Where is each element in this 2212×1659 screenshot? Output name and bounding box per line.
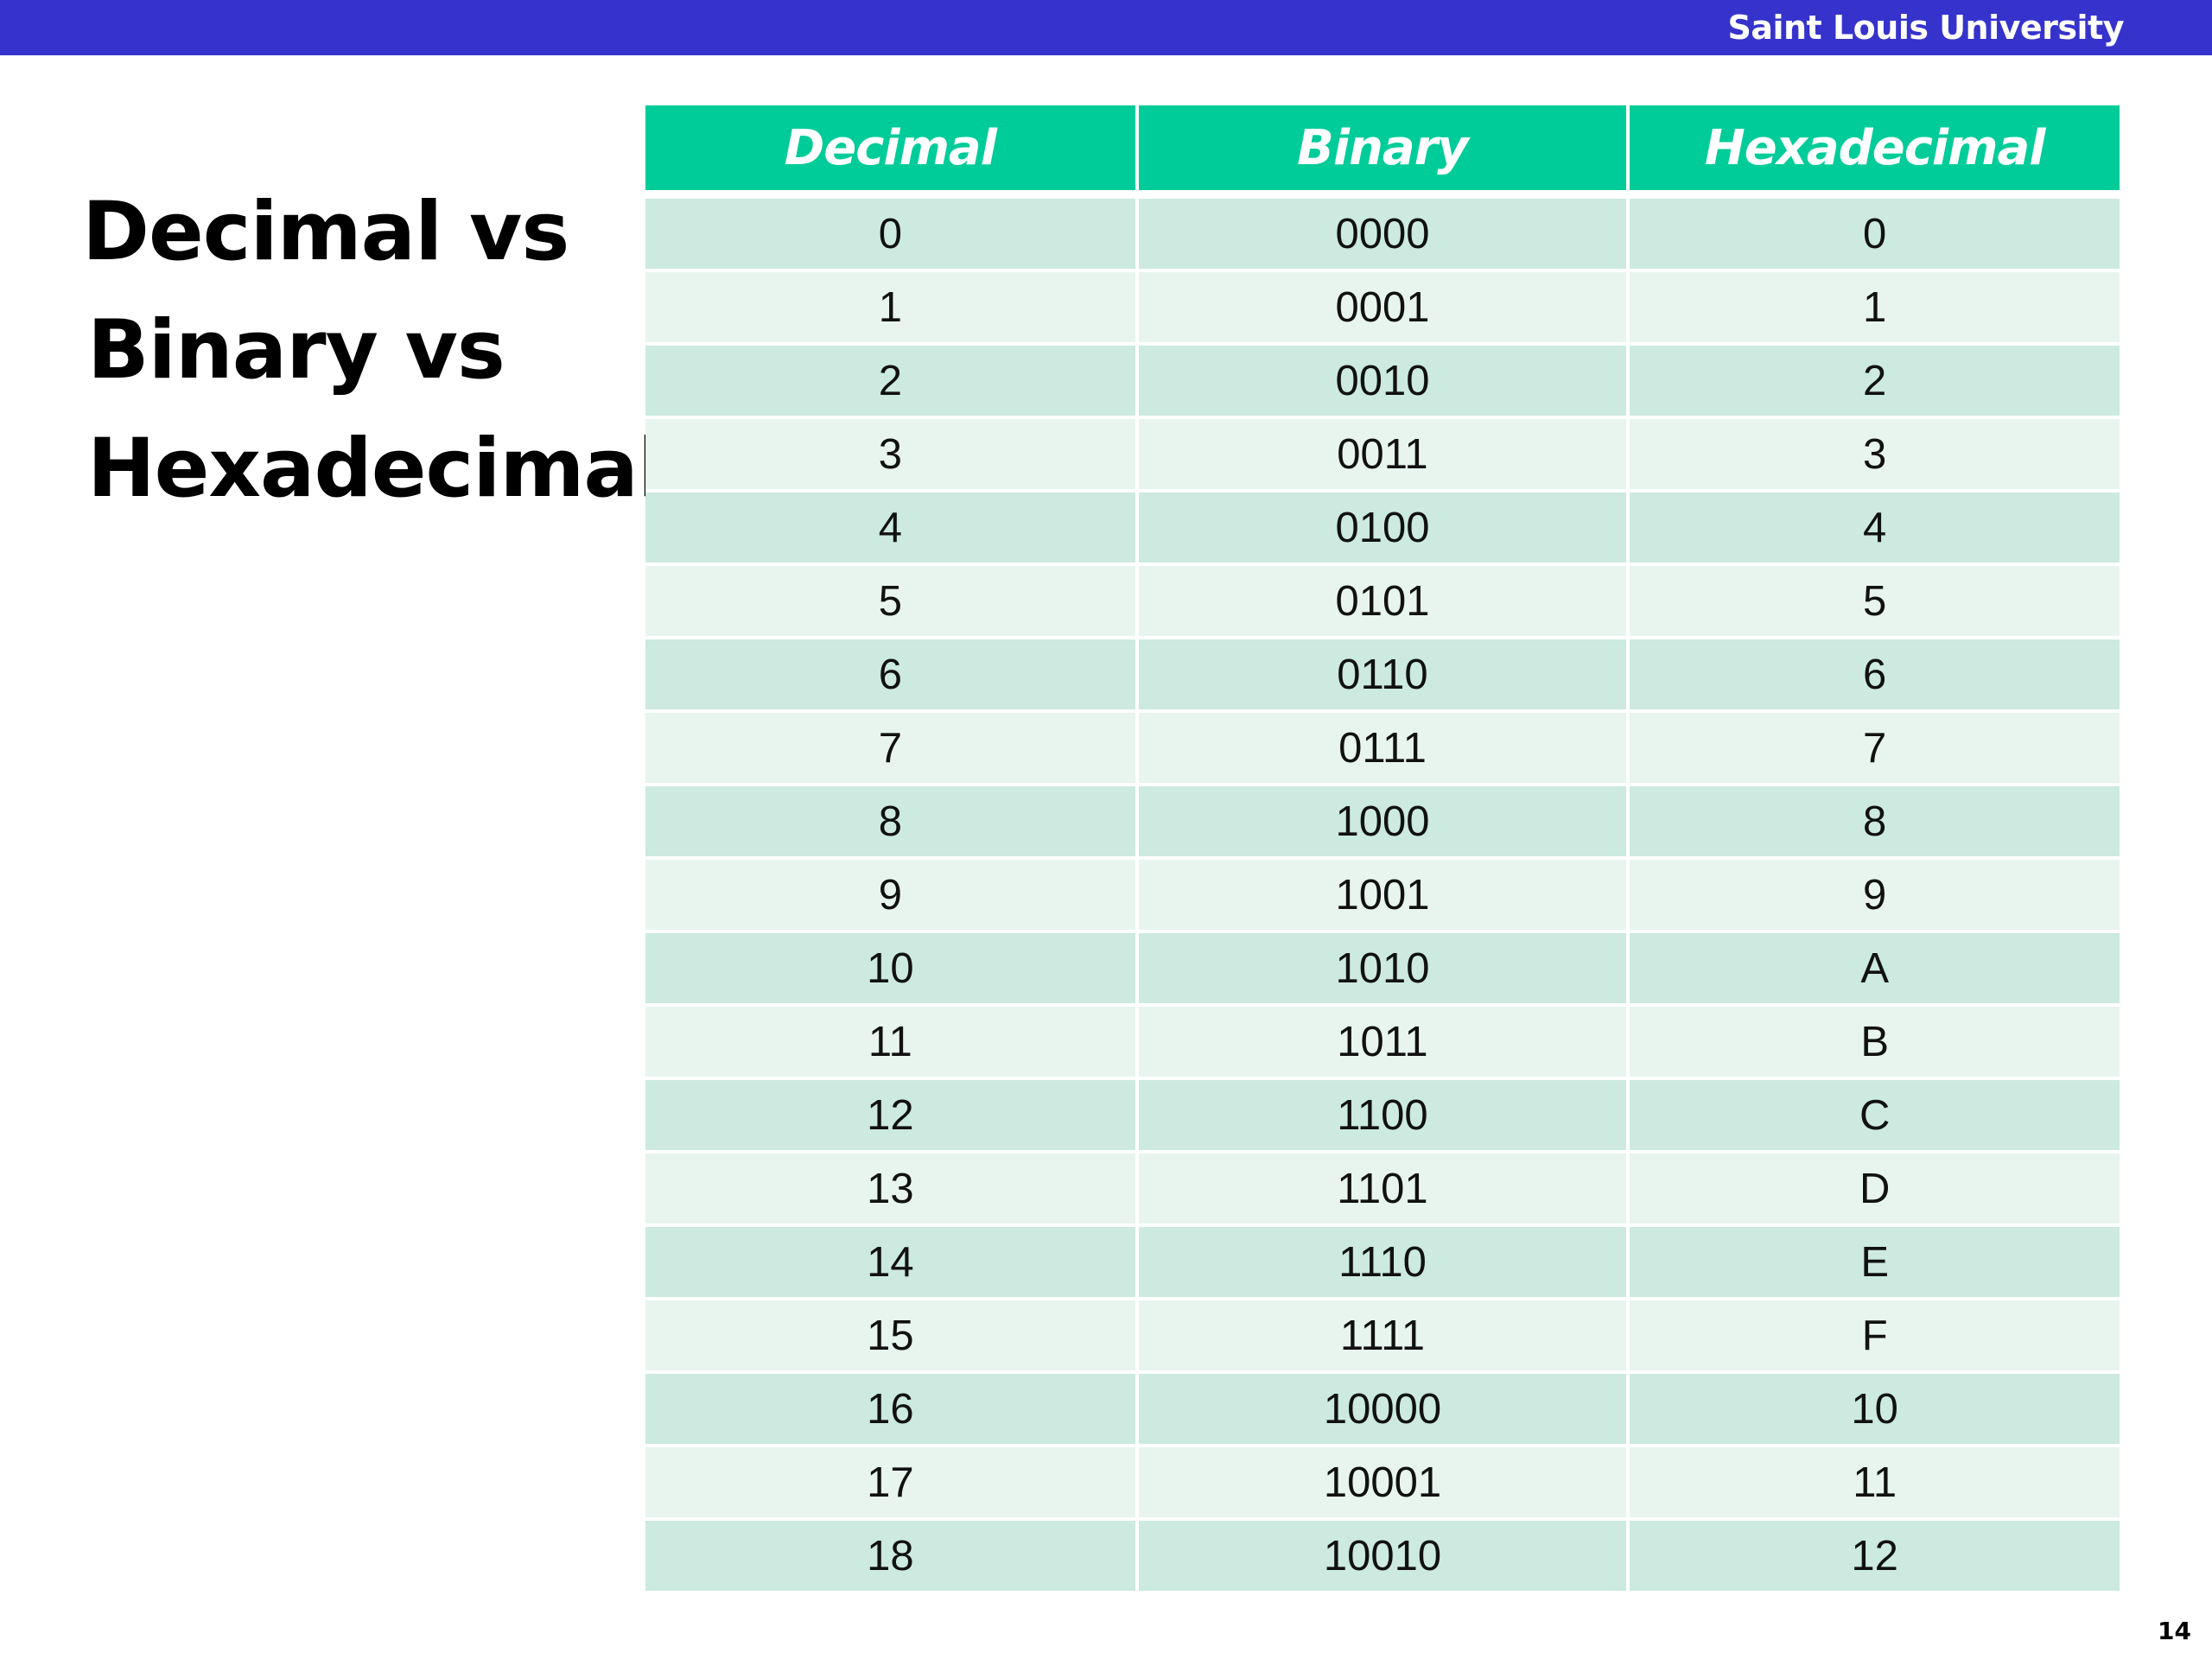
decimal-cell: 0 xyxy=(645,194,1139,272)
hexadecimal-cell: 5 xyxy=(1628,564,2120,639)
table-row: 15 1111 F xyxy=(645,1299,2120,1374)
decimal-cell: 15 xyxy=(645,1299,1139,1374)
column-header-binary: Binary xyxy=(1136,105,1630,199)
decimal-cell: 2 xyxy=(645,344,1139,419)
decimal-cell: 13 xyxy=(645,1152,1139,1227)
hexadecimal-cell: 11 xyxy=(1628,1446,2120,1521)
page-number: 14 xyxy=(2158,1617,2191,1645)
hexadecimal-cell: D xyxy=(1628,1152,2120,1227)
binary-cell: 1111 xyxy=(1136,1299,1630,1374)
decimal-cell: 11 xyxy=(645,1005,1139,1080)
hexadecimal-cell: 12 xyxy=(1628,1519,2120,1594)
decimal-cell: 14 xyxy=(645,1225,1139,1300)
table-row: 5 0101 5 xyxy=(645,564,2120,639)
binary-cell: 0110 xyxy=(1136,638,1630,713)
table-row: 2 0010 2 xyxy=(645,344,2120,419)
hexadecimal-cell: C xyxy=(1628,1078,2120,1154)
binary-cell: 0001 xyxy=(1136,270,1630,346)
table-header-row: Decimal Binary Hexadecimal xyxy=(645,105,2120,199)
hexadecimal-cell: 3 xyxy=(1628,417,2120,493)
table-row: 17 10001 11 xyxy=(645,1446,2120,1521)
binary-cell: 0101 xyxy=(1136,564,1630,639)
hexadecimal-cell: B xyxy=(1628,1005,2120,1080)
institution-name: Saint Louis University xyxy=(1727,9,2124,47)
hexadecimal-cell: 6 xyxy=(1628,638,2120,713)
binary-cell: 0000 xyxy=(1136,194,1630,272)
table-row: 3 0011 3 xyxy=(645,417,2120,493)
column-header-decimal: Decimal xyxy=(645,105,1139,199)
table-row: 12 1100 C xyxy=(645,1078,2120,1154)
table-row: 14 1110 E xyxy=(645,1225,2120,1300)
binary-cell: 1110 xyxy=(1136,1225,1630,1300)
binary-cell: 10010 xyxy=(1136,1519,1630,1594)
slide-title-line-1: Decimal vs xyxy=(82,185,569,279)
hexadecimal-cell: 9 xyxy=(1628,858,2120,933)
table-row: 9 1001 9 xyxy=(645,858,2120,933)
decimal-cell: 17 xyxy=(645,1446,1139,1521)
decimal-cell: 18 xyxy=(645,1519,1139,1594)
decimal-cell: 1 xyxy=(645,270,1139,346)
conversion-table: Decimal Binary Hexadecimal 0 0000 0 1 0001 1 2… xyxy=(645,105,2120,1594)
table-body: 0 0000 0 1 0001 1 2 0010 2 3 0011 3 4 0100 4 5 0101 5 6 011… xyxy=(645,194,2120,1594)
slide-title: Decimal vs Binary vs Hexadecimal xyxy=(82,173,665,528)
hexadecimal-cell: F xyxy=(1628,1299,2120,1374)
hexadecimal-cell: A xyxy=(1628,931,2120,1007)
table-row: 7 0111 7 xyxy=(645,711,2120,786)
binary-cell: 1011 xyxy=(1136,1005,1630,1080)
hexadecimal-cell: 0 xyxy=(1628,194,2120,272)
table-row: 0 0000 0 xyxy=(645,194,2120,272)
binary-cell: 1100 xyxy=(1136,1078,1630,1154)
binary-cell: 10001 xyxy=(1136,1446,1630,1521)
binary-cell: 10000 xyxy=(1136,1372,1630,1447)
hexadecimal-cell: 4 xyxy=(1628,491,2120,566)
slide-title-line-2: Binary vs xyxy=(87,303,505,397)
binary-cell: 1010 xyxy=(1136,931,1630,1007)
binary-cell: 0100 xyxy=(1136,491,1630,566)
binary-cell: 0111 xyxy=(1136,711,1630,786)
header-bar: Saint Louis University xyxy=(0,0,2212,55)
hexadecimal-cell: E xyxy=(1628,1225,2120,1300)
table-row: 16 10000 10 xyxy=(645,1372,2120,1447)
table-row: 18 10010 12 xyxy=(645,1519,2120,1594)
binary-cell: 0011 xyxy=(1136,417,1630,493)
decimal-cell: 6 xyxy=(645,638,1139,713)
table-row: 8 1000 8 xyxy=(645,785,2120,860)
slide-title-line-3: Hexadecimal xyxy=(87,422,665,516)
conversion-table-container: Decimal Binary Hexadecimal 0 0000 0 1 0001 1 2… xyxy=(645,105,2120,1594)
binary-cell: 1000 xyxy=(1136,785,1630,860)
hexadecimal-cell: 10 xyxy=(1628,1372,2120,1447)
binary-cell: 1001 xyxy=(1136,858,1630,933)
column-header-hexadecimal: Hexadecimal xyxy=(1628,105,2120,199)
table-row: 11 1011 B xyxy=(645,1005,2120,1080)
hexadecimal-cell: 1 xyxy=(1628,270,2120,346)
table-row: 13 1101 D xyxy=(645,1152,2120,1227)
decimal-cell: 12 xyxy=(645,1078,1139,1154)
binary-cell: 1101 xyxy=(1136,1152,1630,1227)
decimal-cell: 7 xyxy=(645,711,1139,786)
hexadecimal-cell: 2 xyxy=(1628,344,2120,419)
decimal-cell: 16 xyxy=(645,1372,1139,1447)
decimal-cell: 5 xyxy=(645,564,1139,639)
decimal-cell: 3 xyxy=(645,417,1139,493)
decimal-cell: 9 xyxy=(645,858,1139,933)
decimal-cell: 10 xyxy=(645,931,1139,1007)
table-row: 10 1010 A xyxy=(645,931,2120,1007)
table-row: 1 0001 1 xyxy=(645,270,2120,346)
table-row: 6 0110 6 xyxy=(645,638,2120,713)
binary-cell: 0010 xyxy=(1136,344,1630,419)
decimal-cell: 4 xyxy=(645,491,1139,566)
table-row: 4 0100 4 xyxy=(645,491,2120,566)
hexadecimal-cell: 8 xyxy=(1628,785,2120,860)
hexadecimal-cell: 7 xyxy=(1628,711,2120,786)
decimal-cell: 8 xyxy=(645,785,1139,860)
